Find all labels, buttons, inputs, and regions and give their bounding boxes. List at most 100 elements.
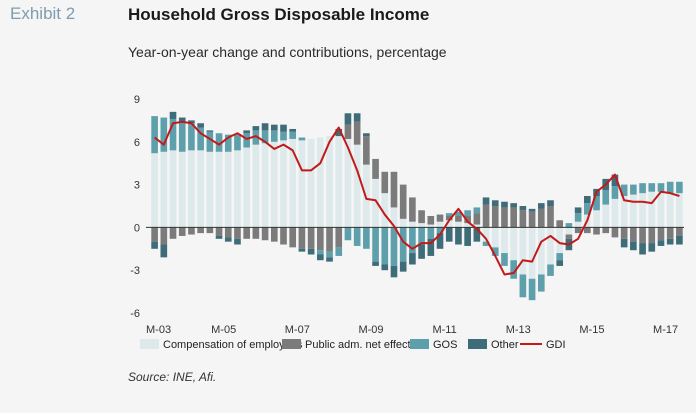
bar-segment-gos [298,137,306,141]
bar-segment-gos [261,130,269,144]
bar-segment-compensation [593,210,600,228]
bar-segment-public [620,227,628,239]
bar-segment-compensation [169,150,177,228]
bar-segment-compensation [602,204,610,228]
bar-segment-gos [565,223,573,228]
bar-segment-other [409,253,416,265]
bar-segment-gos [289,131,297,139]
legend: Compensation of employees Public adm. net… [140,339,566,351]
bar-segment-compensation [234,150,241,228]
bar-segment-public [169,227,177,239]
bar-segment-public [455,215,462,222]
bar-segment-other [537,203,545,209]
bar-segment-public [593,227,600,235]
bar-segment-compensation [197,150,204,228]
bar-segment-compensation [372,178,379,228]
gdi-line [153,120,680,276]
bar-segment-public [611,227,619,238]
bar-segment-public [224,227,232,238]
bar-segment-compensation [482,227,490,242]
bar-segment-gos [602,190,610,205]
bar-segment-other [510,203,517,208]
bar-segment-other [353,113,361,122]
bar-segment-other [482,197,490,205]
bar-segment-compensation [307,138,315,228]
bar-segment-compensation [501,227,508,254]
bar-segment-public [648,227,656,244]
bar-segment-public [307,227,315,249]
bar-segment-public [464,215,471,224]
bar-segment-public [344,124,352,139]
bar-segment-other [252,126,260,131]
bar-segment-other [243,130,250,134]
bar-segment-other [473,227,481,242]
bar-segment-gos [620,184,628,197]
bar-segment-other [390,265,398,278]
bar-segment-other [151,241,158,249]
bar-segment-public [215,227,223,236]
bar-segment-other [215,235,223,239]
bar-segment-other [234,238,241,245]
bar-segment-public [206,227,214,234]
bar-segment-public [363,136,370,165]
bar-segment-gos [676,181,683,194]
bar-segment-gos [630,184,637,195]
x-tick-label: M-09 [358,324,383,336]
bar-segment-gos [464,210,471,216]
bar-segment-public [326,227,333,252]
bar-segment-public [519,210,527,228]
bar-segment-public [372,158,379,179]
bar-segment-compensation [455,221,462,228]
bar-segment-gos [224,134,232,152]
bar-segment-compensation [261,143,269,228]
bar-segment-public [399,184,407,219]
bar-segment-other [501,201,508,208]
bar-segment-public [639,227,646,244]
chart-title: Household Gross Disposable Income [128,5,430,24]
bar-segment-compensation [335,136,343,228]
bar-segment-public [657,227,665,241]
bar-segment-other [381,264,389,271]
legend-label: Other [491,339,519,351]
bar-segment-public [353,121,361,145]
bar-segment-compensation [151,153,158,228]
bar-segment-gos [639,183,646,194]
bar-segment-other [436,233,444,249]
bar-segment-compensation [620,196,628,228]
bar-segment-other [666,238,674,245]
bar-segment-compensation [178,151,186,228]
bar-segment-compensation [639,193,646,228]
bar-segment-gos [206,131,214,152]
bar-segment-public [630,227,637,242]
bar-segment-public [501,207,508,228]
bar-segment-compensation [436,221,444,228]
bar-segment-gos [593,196,600,211]
bar-segment-gos [280,131,287,141]
bar-segment-gos [243,133,250,148]
bar-segment-public [261,227,269,241]
bar-segment-gos [270,130,278,142]
y-tick-label: 9 [134,94,140,106]
bar-segment-other [372,261,379,266]
bar-segment-other [335,128,343,137]
bar-segment-other [188,120,195,124]
bar-segment-gos [556,253,564,261]
bar-segment-other [556,260,564,266]
legend-swatch-public [282,339,301,349]
bar-segment-gos [381,227,389,265]
bar-segment-compensation [381,193,389,228]
bars-layer [151,111,683,301]
legend-label: GOS [433,339,457,351]
bar-segment-other [289,128,297,132]
bar-segment-gos [335,247,343,256]
bar-segment-compensation [160,151,168,228]
bar-segment-compensation [317,137,324,228]
bar-segment-public [510,207,517,228]
bar-segment-gos [344,227,352,241]
x-tick-label: M-17 [653,324,678,336]
bar-segment-gos [482,241,490,246]
bar-segment-public [418,210,425,224]
bar-segment-compensation [510,227,517,261]
bar-segment-gos [436,227,444,234]
